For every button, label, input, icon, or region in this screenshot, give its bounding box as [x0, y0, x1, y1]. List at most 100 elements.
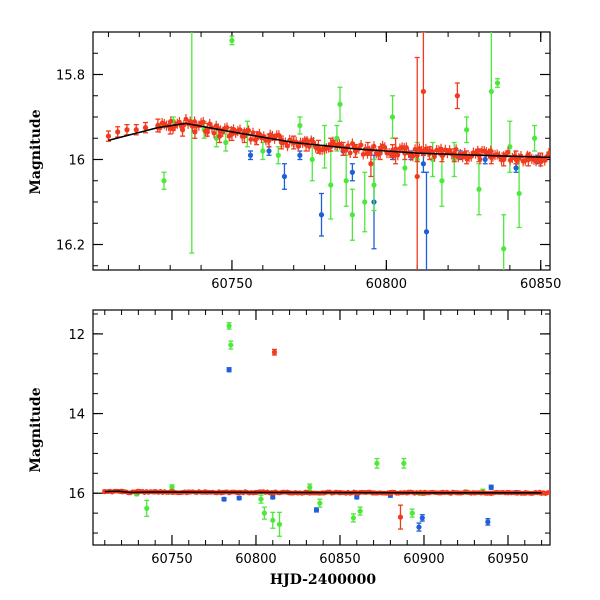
top-panel: 60750 60800 60850 15.8 16 16.2 [56, 31, 561, 292]
bottom-y-tick-label: 14 [68, 408, 85, 423]
top-red-band-point [239, 134, 245, 139]
top-green-point [389, 114, 396, 120]
top-x-tick-label: 60800 [366, 277, 407, 292]
top-red-band-point [412, 146, 418, 152]
top-red-band-point [211, 130, 217, 136]
bottom-x-tick-label: 60900 [403, 552, 444, 567]
top-green-point [488, 88, 494, 95]
top-red-band-point [542, 158, 548, 163]
top-red-band-point [349, 141, 355, 146]
top-red-band-point [488, 148, 494, 154]
top-red-band-point [345, 143, 351, 149]
bottom-blue-point [354, 494, 360, 500]
top-data-layer [105, 32, 550, 270]
bottom-plot-frame [92, 309, 551, 546]
bottom-blue-point [226, 367, 232, 373]
top-x-tick-label: 60750 [211, 277, 252, 292]
bottom-ylabel: Magnitude [28, 387, 44, 472]
top-green-point [223, 139, 229, 146]
top-green-point [439, 178, 445, 184]
bottom-x-tick-label: 60750 [151, 552, 192, 567]
top-red-band-point [358, 142, 364, 148]
top-blue-point [349, 169, 355, 175]
top-green-point [464, 127, 470, 133]
top-red-band-point [205, 129, 210, 135]
top-red-band-point [522, 158, 528, 163]
top-green-point [343, 178, 349, 184]
top-blue-point [420, 161, 426, 167]
top-red-band-point [375, 152, 381, 157]
top-red-band-point [391, 152, 396, 158]
bottom-blue-point [416, 524, 422, 530]
bottom-green-point [258, 496, 264, 502]
bottom-model-curve [104, 490, 542, 494]
top-blue-point [266, 148, 272, 154]
top-red-band-point [311, 139, 316, 145]
top-red-band-point [306, 144, 312, 149]
top-blue-point [513, 165, 519, 171]
top-red-band-point [432, 154, 437, 160]
top-green-point [337, 101, 343, 107]
top-red-band-point [393, 146, 399, 152]
top-green-point [334, 135, 340, 141]
top-red-point [368, 161, 374, 167]
top-red-band-point [177, 119, 182, 125]
top-y-tick-label: 15.8 [56, 69, 85, 84]
top-red-band-point [382, 144, 388, 150]
top-red-band-point [231, 127, 236, 132]
top-x-tick-label: 60850 [520, 277, 561, 292]
top-red-band-point [200, 119, 206, 125]
top-red-band-point [371, 143, 377, 149]
top-model-curve [108, 122, 550, 159]
bottom-green-point [401, 460, 407, 466]
top-red-band-point [207, 121, 213, 127]
top-green-point [476, 186, 482, 192]
top-red-band-point [285, 143, 290, 149]
top-blue-point [423, 229, 430, 235]
top-ylabel: Magnitude [28, 109, 44, 194]
top-blue-point [318, 212, 325, 218]
bottom-green-point [374, 460, 380, 466]
top-green-point [531, 135, 538, 141]
bottom-green-point [261, 510, 267, 516]
bottom-green-point [307, 484, 313, 490]
top-red-band-point [429, 149, 435, 154]
top-red-point [133, 127, 139, 133]
top-red-point [217, 133, 223, 139]
bottom-green-point [317, 500, 323, 506]
bottom-x-tick-label: 60800 [235, 552, 276, 567]
top-red-point [454, 93, 460, 99]
top-red-band-point [538, 159, 543, 165]
top-green-point [297, 122, 303, 129]
bottom-green-point [350, 515, 357, 521]
top-red-band-point [533, 158, 539, 164]
bottom-blue-point [221, 496, 227, 502]
bottom-red-point [397, 514, 404, 520]
bottom-y-tick-label: 16 [68, 487, 85, 502]
top-green-point [275, 152, 281, 158]
top-red-band-point [250, 130, 256, 136]
bottom-green-point [270, 517, 276, 523]
top-red-band-point [276, 132, 282, 138]
top-red-band-point [410, 153, 416, 159]
top-blue-point [297, 152, 303, 158]
top-green-point [402, 165, 408, 171]
bottom-green-point [226, 323, 232, 329]
top-red-band-point [168, 118, 174, 124]
top-blue-point [247, 152, 254, 158]
top-green-point [516, 190, 522, 197]
top-red-band-point [224, 125, 230, 131]
top-green-point [309, 156, 315, 163]
top-red-band-point [453, 147, 459, 152]
top-red-band-point [499, 157, 504, 163]
top-red-point [105, 133, 112, 139]
top-y-tick-label: 16.2 [56, 239, 85, 254]
top-red-point [115, 129, 121, 135]
top-red-band-point [192, 119, 197, 124]
top-green-point [371, 182, 377, 188]
bottom-x-tick-label: 60950 [487, 552, 528, 567]
top-green-point [229, 37, 235, 44]
bottom-y-tick-label: 12 [68, 328, 85, 343]
top-red-point [414, 173, 420, 180]
